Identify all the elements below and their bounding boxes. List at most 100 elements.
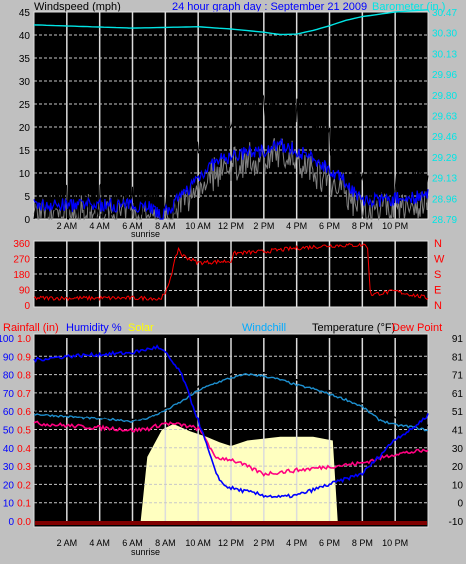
rainfall-tick: 0.7 [17,389,31,400]
compass-tick: N [434,300,442,312]
humidity-tick: 30 [3,462,15,473]
compass-tick: S [434,269,441,281]
barometer-tick: 29.13 [432,174,457,185]
x-tick-label: 6 AM [122,538,143,548]
temperature-tick: 51 [452,407,464,418]
barometer-tick: 29.29 [432,153,457,164]
rainfall-axis-label: Rainfall (in) [3,322,59,334]
windspeed-tick: 25 [19,100,31,111]
x-tick-label: 4 PM [286,538,307,548]
x-tick-label: 12 PM [218,538,244,548]
humidity-tick: 80 [3,371,15,382]
x-tick-label: 12 PM [218,221,244,231]
x-tick-label: 10 PM [382,221,408,231]
rainfall-tick: 0.4 [17,444,31,455]
barometer-tick: 29.63 [432,112,457,123]
temperature-tick: 10 [452,480,464,491]
temperature-grid [34,338,428,521]
temperature-tick: 91 [452,334,464,345]
windchill-legend: Windchill [242,322,286,334]
x-tick-label: 4 PM [286,221,307,231]
direction-tick: 0 [24,301,30,312]
windspeed-tick: 5 [24,192,30,203]
rainfall-tick-labels: 0.0 0.1 0.2 0.3 0.4 0.5 0.6 0.7 0.8 0.9 1.0 [17,334,31,528]
temperature-line [34,369,429,427]
x-tick-label: 10 AM [185,221,211,231]
direction-tick: 270 [13,254,30,265]
direction-tick: 360 [13,239,30,250]
temperature-tick: 30 [452,444,464,455]
wind-gust-line [33,88,429,220]
windspeed-tick: 35 [19,54,31,65]
windspeed-tick: 15 [19,146,31,157]
x-tick-label: 10 AM [185,538,211,548]
humidity-tick: 10 [3,499,15,510]
humidity-line [33,344,429,499]
humidity-axis-label: Humidity % [66,322,122,334]
sunrise-label: sunrise [131,229,160,239]
barometer-tick-labels: 28.79 28.96 29.13 29.29 29.46 29.63 29.80 29.96… [432,8,457,226]
temperature-tick: 61 [452,389,464,400]
rainfall-tick: 0.9 [17,352,31,363]
windspeed-tick: 20 [19,123,31,134]
wind-average-line [33,137,429,220]
direction-tick: 90 [19,285,31,296]
temperature-tick: 71 [452,371,464,382]
barometer-tick: 30.13 [432,49,457,60]
x-tick-label: 2 PM [253,538,274,548]
temperature-legend: Temperature (°F) [312,322,395,334]
rainfall-tick: 0.8 [17,371,31,382]
x-tick-label: 8 AM [155,538,176,548]
humidity-tick: 20 [3,480,15,491]
x-tick-label: 2 AM [57,221,78,231]
rainfall-tick: 0.6 [17,407,31,418]
humidity-tick: 40 [3,444,15,455]
rainfall-tick: 0.3 [17,462,31,473]
temperature-time-ticks: 2 AM 4 AM 6 AM 8 AM 10 AM 12 PM 2 PM 4 PM 6 PM 8 … [57,538,409,548]
temperature-tick: 20 [452,462,464,473]
x-tick-label: 4 AM [89,538,110,548]
x-tick-label: 2 AM [57,538,78,548]
humidity-tick-labels: 0 10 20 30 40 50 60 70 80 90 100 [0,334,14,528]
rainfall-tick: 1.0 [17,334,31,345]
compass-tick: E [434,284,441,296]
temperature-tick-labels: -10 0 10 20 30 41 51 61 71 81 91 [449,334,464,528]
x-tick-label: 6 PM [319,538,340,548]
rainfall-tick: 0.5 [17,426,31,437]
sunrise-label-bottom: sunrise [131,547,160,557]
barometer-tick: 29.80 [432,91,457,102]
humidity-tick: 0 [8,517,14,528]
temperature-tick: -10 [449,517,464,528]
x-tick-label: 6 PM [319,221,340,231]
compass-tick: W [434,253,445,265]
direction-tick-labels: 0 90 180 270 360 [13,239,30,312]
rainfall-bar [35,521,427,525]
barometer-tick: 30.47 [432,8,457,19]
windspeed-tick: 0 [24,215,30,226]
rainfall-tick: 0.2 [17,480,31,491]
humidity-tick: 90 [3,352,15,363]
wind-time-ticks: 2 AM 4 AM 6 AM 8 AM 10 AM 12 PM 2 PM 4 PM 6 PM 8 … [57,221,409,231]
barometer-tick: 28.79 [432,215,457,226]
x-tick-label: 10 PM [382,538,408,548]
temperature-tick: 41 [452,426,464,437]
dewpoint-legend: Dew Point [392,322,442,334]
barometer-tick: 29.96 [432,70,457,81]
barometer-tick: 29.46 [432,132,457,143]
x-tick-label: 8 PM [352,221,373,231]
temperature-tick: 0 [457,499,463,510]
humidity-tick: 60 [3,407,15,418]
x-tick-label: 6 AM [122,221,143,231]
rainfall-tick: 0.1 [17,499,31,510]
x-tick-label: 8 AM [155,221,176,231]
windspeed-tick: 10 [19,169,31,180]
windspeed-tick: 45 [19,8,31,19]
direction-grid [34,241,428,307]
wind-direction-line [33,242,429,302]
rainfall-tick: 0.0 [17,517,31,528]
humidity-tick: 50 [3,426,15,437]
chart-title: 24 hour graph day : September 21 2009 [172,1,367,13]
